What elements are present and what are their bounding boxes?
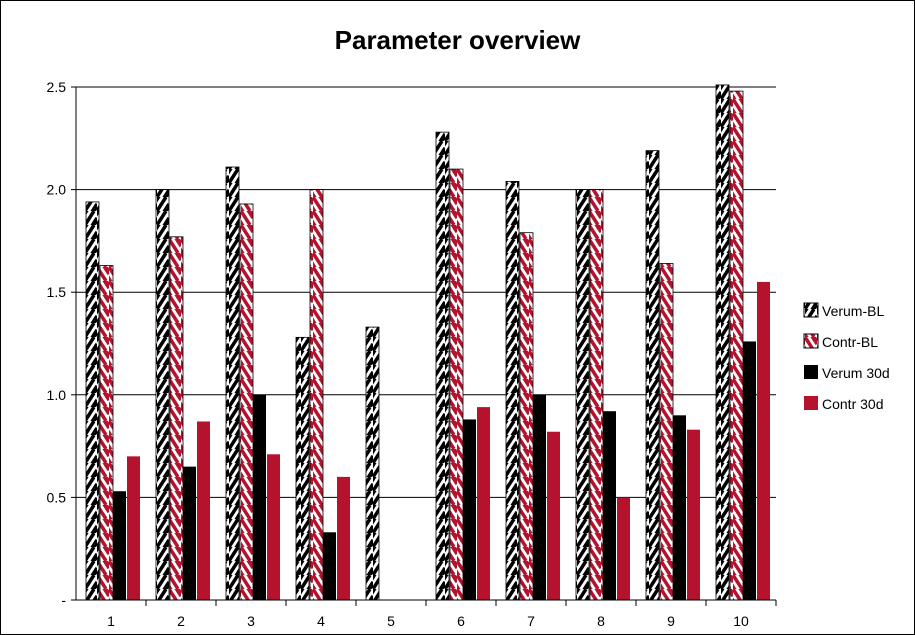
- bar-verum-30d-9: [673, 415, 686, 600]
- bar-contr-30d-7: [547, 431, 560, 600]
- x-tick-label: 7: [527, 613, 535, 629]
- y-tick-label: -: [61, 592, 66, 608]
- bar-contr-30d-1: [127, 456, 140, 600]
- bar-verum-bl-6: [435, 131, 450, 601]
- bar-verum-bl-8: [575, 189, 590, 601]
- bar-verum-30d-10: [743, 341, 756, 600]
- bar-verum-bl-5: [365, 326, 380, 601]
- bar-verum-bl-2: [155, 189, 170, 601]
- bar-verum-30d-2: [183, 466, 196, 600]
- bar-verum-30d-8: [603, 411, 616, 600]
- x-tick-label: 3: [247, 613, 255, 629]
- bar-contr-bl-1: [99, 265, 114, 601]
- x-tick-label: 9: [667, 613, 675, 629]
- bar-verum-30d-6: [463, 419, 476, 600]
- bar-contr-30d-6: [477, 407, 490, 600]
- x-tick-label: 8: [597, 613, 605, 629]
- legend-swatch: [804, 365, 818, 379]
- y-tick-label: 1.5: [47, 284, 67, 300]
- bar-verum-30d-3: [253, 394, 266, 600]
- x-tick-label: 5: [387, 613, 395, 629]
- legend-swatch: [803, 333, 819, 349]
- bar-verum-bl-3: [225, 166, 240, 601]
- y-tick-label: 1.0: [47, 387, 67, 403]
- legend-swatch: [803, 302, 819, 318]
- x-tick-label: 6: [457, 613, 465, 629]
- bar-verum-bl-4: [295, 336, 310, 601]
- bar-verum-bl-7: [505, 180, 520, 601]
- bar-verum-30d-1: [113, 491, 126, 600]
- bar-contr-bl-2: [169, 236, 184, 601]
- legend-label: Contr-BL: [822, 334, 878, 350]
- bar-contr-30d-10: [757, 281, 770, 600]
- bar-contr-30d-2: [197, 421, 210, 600]
- bar-contr-bl-4: [309, 189, 324, 601]
- x-tick-label: 10: [733, 613, 749, 629]
- bar-contr-bl-10: [729, 90, 744, 601]
- legend-swatch: [804, 396, 818, 410]
- bar-verum-bl-10: [715, 84, 730, 601]
- x-tick-label: 2: [177, 613, 185, 629]
- bar-verum-30d-4: [323, 532, 336, 600]
- bar-contr-30d-9: [687, 429, 700, 600]
- bar-contr-30d-3: [267, 454, 280, 600]
- legend-label: Verum-BL: [822, 303, 884, 319]
- bar-contr-bl-7: [519, 232, 534, 601]
- bar-contr-30d-4: [337, 476, 350, 600]
- bar-contr-bl-6: [449, 168, 464, 601]
- y-tick-label: 2.0: [47, 182, 67, 198]
- bar-verum-bl-1: [85, 201, 100, 601]
- bar-contr-bl-8: [589, 189, 604, 601]
- bar-contr-30d-8: [617, 497, 630, 600]
- x-tick-label: 1: [107, 613, 115, 629]
- y-tick-label: 0.5: [47, 489, 67, 505]
- chart-title: Parameter overview: [334, 25, 581, 55]
- y-tick-label: 2.5: [47, 79, 67, 95]
- bar-verum-30d-7: [533, 394, 546, 600]
- bar-verum-bl-9: [645, 150, 660, 601]
- x-tick-label: 4: [317, 613, 325, 629]
- bar-contr-bl-9: [659, 263, 674, 601]
- legend-label: Contr 30d: [822, 396, 883, 412]
- legend-label: Verum 30d: [822, 365, 890, 381]
- bar-contr-bl-3: [239, 203, 254, 601]
